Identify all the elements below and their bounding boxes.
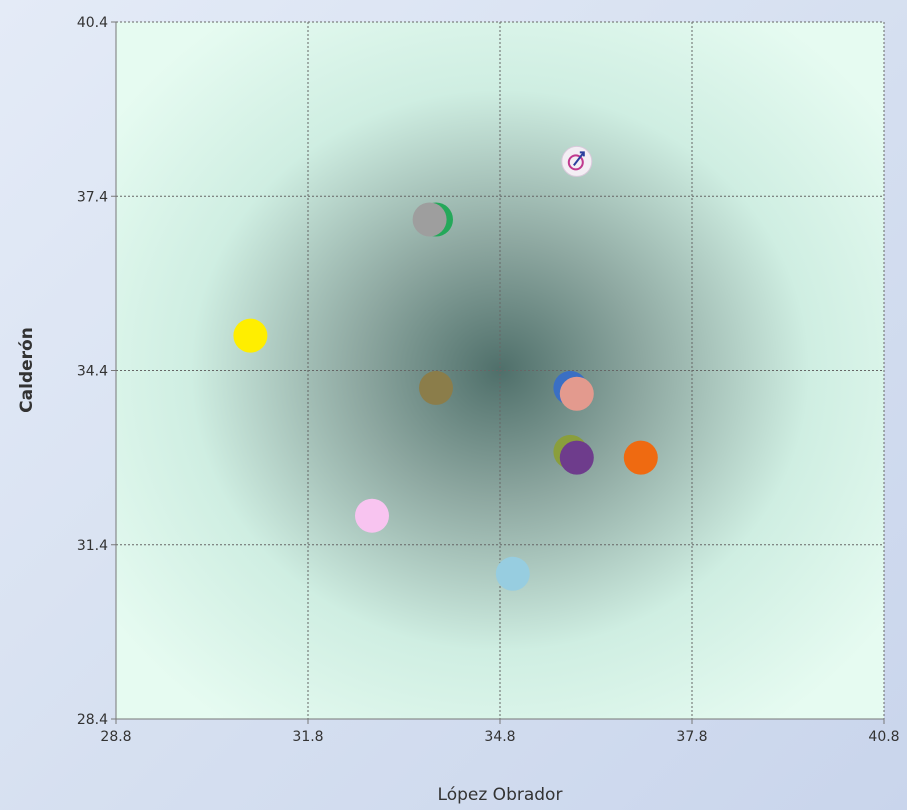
x-tick-label: 34.8 [484, 729, 515, 745]
data-point [623, 440, 658, 475]
data-point [233, 318, 268, 353]
data-point [412, 202, 447, 237]
data-point [419, 370, 453, 405]
x-axis-title: López Obrador [438, 785, 563, 805]
y-tick-label: 37.4 [77, 189, 108, 205]
x-tick-labels: 28.8 31.8 34.8 37.8 40.8 [100, 719, 900, 745]
y-tick-label: 31.4 [77, 538, 108, 554]
y-axis-title: Calderón [17, 327, 37, 413]
y-tick-labels: 28.4 31.4 34.4 37.4 40.4 [77, 15, 116, 728]
gridlines [116, 21, 885, 719]
x-tick-label: 28.8 [100, 729, 131, 745]
y-tick-label: 34.4 [77, 364, 108, 380]
data-point-icon [561, 145, 593, 177]
data-point [559, 440, 594, 475]
data-points [233, 145, 658, 591]
x-tick-label: 31.8 [292, 729, 323, 745]
data-point [355, 498, 389, 533]
y-tick-label: 28.4 [77, 712, 108, 728]
x-tick-label: 37.8 [676, 729, 707, 745]
x-tick-label: 40.8 [868, 729, 899, 745]
data-point [495, 556, 530, 591]
y-tick-label: 40.4 [77, 15, 108, 31]
data-point [559, 376, 594, 411]
